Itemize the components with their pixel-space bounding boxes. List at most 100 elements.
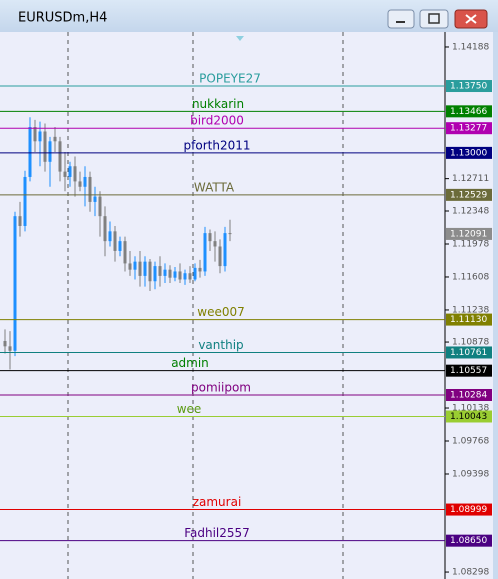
candle-body [13,216,17,351]
candle-body [193,267,197,280]
price-tag [446,146,492,159]
price-tag-label: 1.12529 [450,190,487,200]
candle-body [83,176,87,187]
price-tag [446,410,492,423]
candle-body [43,131,47,162]
price-tag [446,503,492,516]
price-tag [446,188,492,201]
y-tick-label: 1.12711 [452,174,489,184]
candle-body [218,246,222,267]
candle-body [223,233,227,267]
candle-body [118,241,122,251]
candle-body [198,267,202,272]
y-tick-label: 1.12348 [452,207,489,217]
minimize-button[interactable] [387,9,415,29]
current-price-tag [446,227,492,240]
candle-body [73,166,77,182]
level-label: bird2000 [190,114,244,128]
candle-body [158,266,162,276]
price-tag-label: 1.08650 [450,536,487,546]
price-tag-label: 1.08999 [450,505,487,515]
candle-body [138,261,142,276]
level-label: POPEYE27 [199,72,261,86]
level-label: zamurai [193,495,242,509]
close-button[interactable] [454,9,488,29]
price-tag [446,346,492,359]
candle-body [48,141,52,162]
candle-body [63,171,67,177]
y-tick-label: 1.08298 [452,568,489,578]
window-title: EURUSDm,H4 [18,11,107,26]
level-label: vanthip [198,338,243,352]
shift-marker [236,36,244,41]
candle-body [93,196,97,202]
candle-body [38,131,42,142]
candle-body [188,273,192,280]
price-tag [446,122,492,135]
candle-body [68,166,72,177]
price-tag-label: 1.13277 [450,124,487,134]
candle-body [108,231,112,242]
candle-body [203,233,207,272]
candle-body [168,269,172,278]
y-tick-label: 1.11978 [452,239,489,249]
title-bar [0,0,498,32]
y-tick-label: 1.14188 [452,42,489,52]
price-tag-label: 1.13000 [450,148,487,158]
candle-body [103,216,107,242]
y-tick-label: 1.10878 [452,338,489,348]
price-tag-label: 1.13750 [450,82,487,92]
candle-body [78,181,82,187]
maximize-button[interactable] [419,9,449,29]
current-price-label: 1.12091 [450,229,487,239]
candle-body [18,216,22,226]
candle-body [28,127,32,177]
candle-body [53,136,57,142]
price-tag-label: 1.10557 [450,366,487,376]
candle-body [148,261,152,282]
candle-body [178,271,182,280]
candle-body [133,261,137,270]
candle-body [183,273,187,280]
candle-body [163,269,167,276]
candle-body [113,231,117,251]
level-label: admin [171,356,209,370]
candle-body [213,241,217,247]
chart-area [0,32,493,579]
y-tick-label: 1.11608 [452,272,489,282]
level-label: nukkarin [192,97,244,111]
candle-body [23,176,27,226]
candle-body [33,127,37,142]
candle-body [228,233,232,235]
candle-body [128,263,132,270]
price-tag [446,389,492,402]
candle-body [153,266,157,282]
price-tag-label: 1.11130 [450,315,487,325]
candle-body [143,261,147,276]
price-tag [446,364,492,377]
candle-body [173,271,177,278]
price-tag-label: 1.10761 [450,348,487,358]
level-label: wee [177,402,202,416]
y-tick-label: 1.09398 [452,469,489,479]
candle-body [88,176,92,202]
candle-body [208,233,212,242]
price-tag [446,80,492,93]
candle-body [98,196,102,217]
candle-body [3,340,7,347]
level-label: pforth2011 [184,138,251,152]
price-tag [446,534,492,547]
price-tag-label: 1.10043 [450,412,487,422]
candle-body [123,241,127,264]
y-tick-label: 1.10138 [452,404,489,414]
level-label: pomiipom [191,381,251,395]
price-tag [446,313,492,326]
price-tag-label: 1.13466 [450,107,487,117]
price-tag [446,105,492,118]
y-tick-label: 1.09768 [452,437,489,447]
y-tick-label: 1.11238 [452,305,489,315]
candle-body [58,141,62,172]
period-separators [67,32,344,579]
level-label: WATTA [194,180,235,194]
